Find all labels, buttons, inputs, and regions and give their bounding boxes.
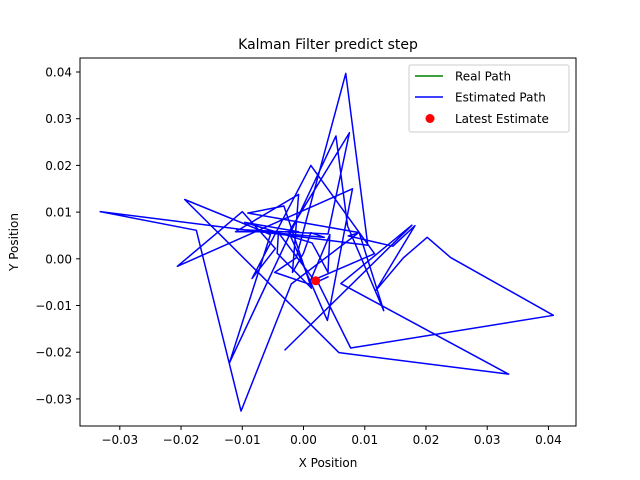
legend-real-path-label: Real Path [455, 70, 511, 84]
x-tick-label: 0.00 [290, 433, 317, 447]
legend-box [408, 64, 570, 133]
x-axis: −0.03 −0.02 −0.01 0.00 0.01 0.02 0.03 0.04 [101, 426, 562, 447]
y-tick-label: 0.03 [45, 112, 72, 126]
y-axis-label: Y Position [7, 213, 21, 272]
x-tick-label: 0.03 [474, 433, 501, 447]
y-axis: −0.03 −0.02 −0.01 0.00 0.01 0.02 0.03 0.04 [35, 66, 80, 406]
y-tick-label: 0.00 [45, 252, 72, 266]
y-tick-label: −0.03 [35, 392, 72, 406]
latest-estimate-point [311, 276, 321, 286]
x-tick-label: −0.01 [224, 433, 261, 447]
legend: Real Path Estimated Path Latest Estimate [408, 64, 570, 133]
legend-estimated-path-label: Estimated Path [455, 91, 546, 105]
x-tick-label: 0.02 [413, 433, 440, 447]
x-tick-label: −0.03 [101, 433, 138, 447]
x-axis-label: X Position [299, 456, 358, 470]
y-tick-label: 0.04 [45, 66, 72, 80]
legend-latest-estimate-label: Latest Estimate [455, 112, 549, 126]
legend-latest-estimate-marker [425, 114, 435, 123]
y-tick-label: −0.01 [35, 299, 72, 313]
x-tick-label: 0.04 [535, 433, 562, 447]
y-tick-label: 0.01 [45, 206, 72, 220]
series-layer [99, 72, 555, 412]
y-tick-label: −0.02 [35, 346, 72, 360]
axes-frame [79, 57, 577, 427]
estimated-path-line [99, 72, 555, 412]
x-tick-label: 0.01 [351, 433, 378, 447]
chart-title: Kalman Filter predict step [238, 37, 418, 53]
x-tick-label: −0.02 [163, 433, 200, 447]
y-tick-label: 0.02 [45, 159, 72, 173]
